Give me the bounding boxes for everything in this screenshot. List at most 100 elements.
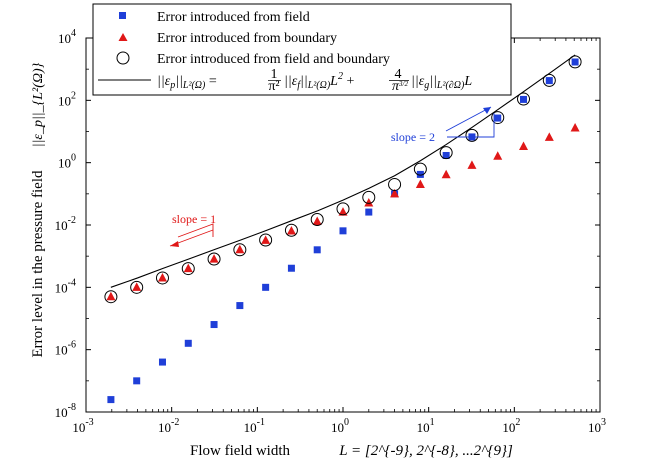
combined-error-point [542,73,556,87]
boundary-error-point [390,188,400,198]
boundary-error-point [570,122,580,132]
formula-lhs: ||ε [157,74,171,89]
field-error-point [287,264,295,272]
formula-frac1-den: π² [268,79,279,94]
field-error-point [210,321,218,329]
boundary-error-point [312,216,322,225]
legend-marker-combined [116,51,130,65]
x-tick-label: 101 [417,417,435,435]
combined-error-point [362,190,376,204]
slope-1-label: slope = 1 [172,212,216,226]
boundary-error-point [441,169,451,179]
combined-error-point [336,202,350,216]
field-error-point [520,95,528,103]
formula-sub-l2-2: L²(Ω) [307,80,331,91]
y-tick-label: 10-2 [55,215,76,233]
legend: Error introduced from field Error introd… [92,3,512,96]
boundary-error-point [235,244,245,254]
formula-sub-p: p [169,80,175,91]
formula-text-3: ||εg||L²(∂Ω)L [411,74,472,91]
formula-frac2-num: 4 [395,67,402,82]
formula-eps-f: ||ε [284,74,298,89]
field-error-point [133,377,141,385]
combined-error-point [413,162,427,176]
field-error-point [494,114,502,122]
boundary-error-point [132,282,142,291]
x-tick-label: 100 [331,417,349,435]
combined-error-point [181,262,195,276]
y-axis-label: Error level in the pressure field [30,170,46,358]
y-axis-math-label: ||ε_p||_{L²(Ω)} [31,62,46,147]
boundary-error-point [467,160,477,169]
legend-box [92,3,512,96]
combined-error-point [465,128,479,142]
slope-2-triangle [447,113,495,138]
combined-error-point [310,213,324,227]
formula-pi: π [392,79,400,94]
boundary-error-point [286,226,296,235]
formula-eps-g: ||ε [411,74,425,89]
x-tick-label: 102 [502,417,520,435]
formula-sub-g: g [424,80,429,91]
formula-sub-f: f [297,80,301,91]
combined-error-point [130,280,144,294]
slope-2-arrowhead [483,107,491,114]
slope-2-annotation: slope = 2 [391,106,495,144]
field-error-point [416,170,424,178]
boundary-error-point [157,272,167,282]
field-error-point [365,208,373,216]
y-tick-label: 10-4 [55,277,76,295]
formula-equals: = [205,74,217,89]
formula-L: L [329,74,338,89]
combined-error-point [439,146,453,160]
legend-label-boundary: Error introduced from boundary [157,31,337,46]
combined-error-point [259,233,273,247]
field-error-point [262,283,270,291]
legend-label-field: Error introduced from field [157,10,310,25]
formula-pi-exp: 3/2 [398,80,408,88]
combined-error-point [104,290,118,304]
legend-marker-field [119,12,126,19]
y-tick-label: 102 [58,90,76,108]
formula-L-end: L [463,74,472,89]
formula-plus: + [343,74,355,89]
x-tick-label: 10-1 [244,417,265,435]
slope-1-arrowhead [170,241,179,247]
field-error-point [158,358,166,366]
field-error-point [184,339,192,347]
field-error-point [339,227,347,235]
legend-label-formula: ||εp||L²(Ω) = 1 π² ||εf||L²(Ω)L2 + 4 π3/… [157,67,472,94]
y-tick-label: 10-8 [55,402,76,420]
formula-norm1: || [175,74,183,89]
boundary-error-point [261,235,271,244]
boundary-error-point [544,132,554,141]
formula-sub-l2-1: L²(Ω) [182,80,206,91]
legend-label-combined: Error introduced from field and boundary [157,52,390,67]
formula-norm2: || [300,74,308,89]
formula-sup-2: 2 [338,71,343,82]
combined-error-point [568,55,582,69]
x-axis-label-prefix: Flow field width [190,443,290,459]
field-error-point [545,77,553,85]
field-error-point [236,302,244,310]
boundary-error-point [209,254,219,263]
slope-2-arrow [445,106,492,132]
slope-2-label: slope = 2 [391,130,435,144]
boundary-error-point [183,263,193,273]
formula-frac1-num: 1 [271,67,278,82]
boundary-error-point [493,151,503,160]
combined-error-point [155,271,169,285]
y-tick-label: 100 [58,153,76,171]
combined-error-point [491,111,505,125]
boundary-error-point [106,291,116,301]
field-error-point [571,58,579,66]
fit-line [110,54,576,288]
field-error-point [107,396,115,404]
combined-error-point [233,243,247,257]
combined-error-point [284,223,298,237]
legend-marker-boundary [118,33,128,41]
data-markers [104,55,582,404]
x-tick-label: 10-3 [72,417,93,435]
